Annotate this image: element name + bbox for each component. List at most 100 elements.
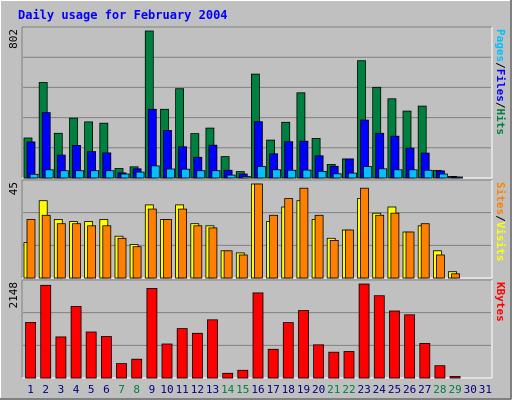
bar-sites-day-29 <box>451 273 460 279</box>
day-label-21: 21 <box>327 383 340 396</box>
bar-sites-day-15 <box>238 254 248 279</box>
day-label-24: 24 <box>373 383 387 396</box>
series-axis-label: Sites/Visits <box>494 182 507 262</box>
bar-kbytes-day-26 <box>404 314 416 379</box>
bar-kbytes-day-14 <box>222 372 234 379</box>
bar-files-day-2 <box>41 112 51 179</box>
day-label-25: 25 <box>388 383 401 396</box>
day-label-11: 11 <box>176 383 189 396</box>
bar-pages-day-28 <box>438 173 448 179</box>
day-label-1: 1 <box>27 383 34 396</box>
bar-sites-day-11 <box>178 208 188 279</box>
day-label-3: 3 <box>58 383 65 396</box>
day-label-13: 13 <box>206 383 219 396</box>
bar-sites-day-28 <box>435 254 445 279</box>
day-label-20: 20 <box>312 383 325 396</box>
bar-kbytes-day-15 <box>237 369 249 379</box>
day-label-12: 12 <box>191 383 204 396</box>
panel-kbytes: 2148 KBytes <box>7 279 507 379</box>
y-max-label: 2148 <box>7 282 20 309</box>
bar-sites-day-12 <box>193 225 203 279</box>
day-label-28: 28 <box>433 383 446 396</box>
bar-sites-day-22 <box>344 229 354 279</box>
bar-kbytes-day-23 <box>358 283 370 379</box>
day-label-29: 29 <box>448 383 461 396</box>
bar-pages-day-1 <box>29 173 39 179</box>
bar-pages-day-27 <box>423 169 433 179</box>
bar-pages-day-17 <box>272 169 282 179</box>
day-label-17: 17 <box>267 383 280 396</box>
bar-sites-day-10 <box>163 219 172 279</box>
day-label-4: 4 <box>73 383 80 396</box>
bar-sites-day-4 <box>72 223 81 279</box>
bar-pages-day-23 <box>363 166 372 179</box>
bar-kbytes-day-29 <box>449 376 461 379</box>
bar-pages-day-29 <box>454 176 463 179</box>
bar-pages-day-10 <box>166 168 175 179</box>
bar-sites-day-16 <box>253 183 263 279</box>
day-label-2: 2 <box>42 383 49 396</box>
bar-pages-day-12 <box>196 170 206 179</box>
bar-pages-day-25 <box>393 169 403 179</box>
bar-kbytes-day-24 <box>373 295 385 379</box>
bar-sites-day-18 <box>284 198 294 279</box>
bar-sites-day-2 <box>41 214 51 279</box>
day-label-22: 22 <box>342 383 355 396</box>
bar-pages-day-19 <box>302 169 312 179</box>
bar-kbytes-day-13 <box>207 319 218 379</box>
bar-pages-day-11 <box>181 168 191 179</box>
chart-panels: 802 Pages/Files/Hits 45 Sites/Visits 2148 KBy… <box>7 26 507 379</box>
bar-kbytes-day-1 <box>25 321 37 379</box>
bar-kbytes-day-19 <box>298 310 309 379</box>
day-label-16: 16 <box>251 383 264 396</box>
bar-sites-day-20 <box>314 214 324 279</box>
bar-pages-day-20 <box>317 170 327 179</box>
bar-pages-day-24 <box>378 168 388 179</box>
bar-kbytes-day-27 <box>419 342 431 379</box>
bar-pages-day-16 <box>256 166 266 179</box>
panel-visits-sites: 45 Sites/Visits <box>7 179 507 279</box>
y-max-label: 802 <box>7 29 20 49</box>
day-label-8: 8 <box>133 383 140 396</box>
chart-title: Daily usage for February 2004 <box>18 8 228 22</box>
bar-sites-day-1 <box>26 219 36 279</box>
bar-sites-day-6 <box>102 225 112 279</box>
day-labels: 1 2 3 4 5 6 7 8 9 10 11 12 13 14 15 16 17 18 19 20 21 22 23 24 2… <box>27 383 492 396</box>
bar-pages-day-9 <box>150 165 160 179</box>
bar-kbytes-day-22 <box>343 351 355 379</box>
bar-sites-day-5 <box>87 225 96 279</box>
bar-sites-day-7 <box>117 237 127 279</box>
day-label-14: 14 <box>221 383 235 396</box>
day-label-27: 27 <box>418 383 431 396</box>
bar-sites-day-13 <box>208 227 218 279</box>
bar-kbytes-day-3 <box>55 336 67 379</box>
day-label-30: 30 <box>464 383 477 396</box>
bar-sites-day-24 <box>375 214 385 279</box>
bar-kbytes-day-20 <box>313 344 325 379</box>
bar-sites-day-8 <box>132 246 142 279</box>
day-label-26: 26 <box>403 383 416 396</box>
bar-pages-day-8 <box>135 171 145 179</box>
day-label-23: 23 <box>357 383 370 396</box>
bar-kbytes-day-6 <box>101 336 112 379</box>
bar-pages-day-22 <box>347 172 357 179</box>
bar-kbytes-day-25 <box>389 310 400 379</box>
bar-kbytes-day-11 <box>176 328 188 379</box>
day-label-6: 6 <box>103 383 110 396</box>
bar-kbytes-day-12 <box>191 332 203 379</box>
bar-sites-day-19 <box>299 187 309 279</box>
bar-kbytes-day-2 <box>40 284 52 379</box>
series-axis-label: Pages/Files/Hits <box>494 29 507 135</box>
bar-kbytes-day-18 <box>282 322 294 379</box>
bar-pages-day-14 <box>226 174 236 179</box>
day-label-15: 15 <box>236 383 249 396</box>
bar-pages-day-4 <box>75 170 84 179</box>
bar-pages-day-2 <box>44 169 54 179</box>
series-axis-label: KBytes <box>494 282 507 322</box>
day-label-9: 9 <box>149 383 156 396</box>
bar-pages-day-5 <box>90 170 99 179</box>
bar-kbytes-day-21 <box>328 351 340 379</box>
bar-files-day-1 <box>26 141 36 179</box>
bar-kbytes-day-28 <box>434 365 446 379</box>
bar-pages-day-3 <box>59 170 69 179</box>
